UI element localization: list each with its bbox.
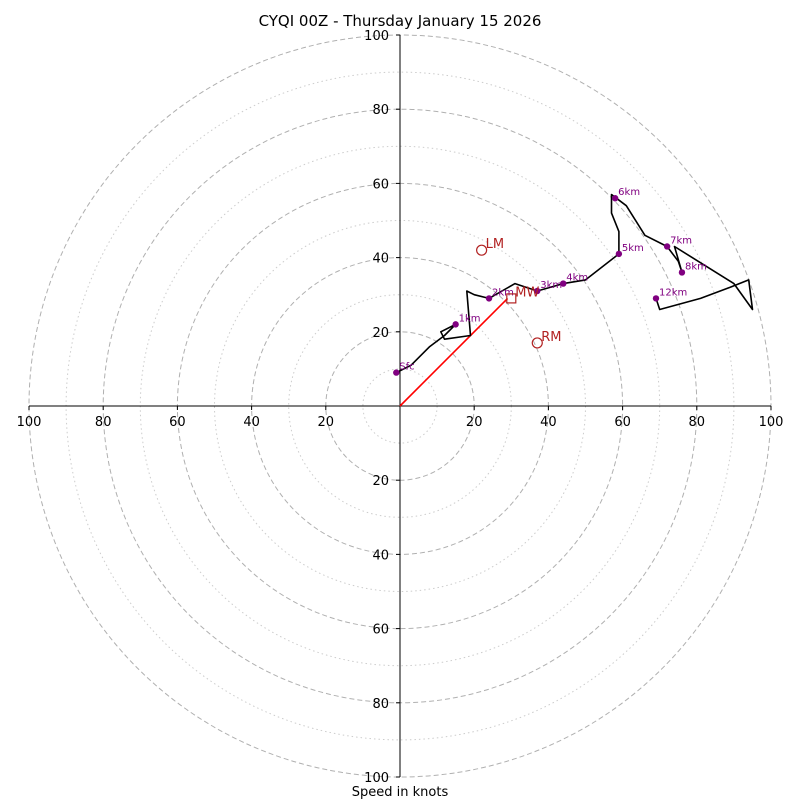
hodograph-trace (395, 193, 754, 374)
height-marker-label: 6km (618, 187, 640, 198)
height-marker (663, 243, 671, 250)
height-marker (652, 295, 660, 302)
x-tick-label: 80 (95, 415, 112, 430)
x-tick-label: 40 (540, 415, 557, 430)
y-tick-label: 20 (372, 474, 389, 489)
shear-vector-group (399, 297, 509, 407)
storm-motion-marker (506, 293, 517, 304)
height-marker-label: 2km (492, 287, 514, 298)
height-marker (611, 195, 619, 202)
y-tick-label: 100 (364, 29, 389, 44)
x-tick-label: 80 (689, 415, 706, 430)
height-marker (615, 250, 623, 258)
y-tick-label: 20 (372, 326, 389, 341)
height-marker-label: 1km (459, 313, 481, 324)
x-tick-label: 60 (169, 415, 186, 430)
y-tick-label: 40 (372, 252, 389, 267)
storm-motion-marker (476, 244, 488, 256)
y-tick-label: 100 (364, 771, 389, 786)
height-marker (560, 280, 567, 287)
y-tick-label: 40 (372, 548, 389, 563)
x-axis-label: Speed in knots (352, 785, 449, 800)
shear-vector (399, 297, 509, 407)
storm-motion-label: RM (541, 330, 561, 345)
x-tick-label: 100 (17, 415, 42, 430)
height-marker-label: 4km (566, 273, 588, 284)
y-tick-label: 60 (372, 623, 389, 638)
height-markers: Sfc 1km 2km 3km 4km 5km 6km 7km 8km 12km (393, 187, 707, 376)
height-marker (534, 287, 541, 295)
height-marker-label: Sfc (399, 362, 414, 373)
x-tick-label: 20 (466, 415, 483, 430)
storm-motion-markers: LM RM MW (476, 237, 562, 349)
x-tick-label: 60 (614, 415, 631, 430)
storm-motion-marker (531, 337, 543, 349)
height-marker (452, 321, 459, 328)
storm-motion-label: MW (515, 285, 539, 300)
y-tick-label: 60 (372, 177, 389, 192)
height-marker (393, 369, 400, 376)
height-marker-label: 5km (622, 243, 644, 254)
tick-labels: 100 80 60 40 20 20 40 60 80 100 20 40 60 80 100 20 40 60 8… (17, 29, 784, 786)
height-marker (678, 269, 686, 276)
hodograph-trace-group (395, 193, 754, 374)
storm-motion-label: LM (486, 237, 504, 252)
chart-title: CYQI 00Z - Thursday January 15 2026 (259, 12, 542, 30)
x-tick-label: 20 (318, 415, 335, 430)
height-marker-label: 7km (670, 235, 692, 246)
y-tick-label: 80 (372, 103, 389, 118)
x-tick-label: 100 (759, 415, 784, 430)
height-marker (485, 295, 493, 302)
height-marker-label: 3km (540, 280, 562, 291)
y-tick-label: 80 (372, 697, 389, 712)
x-tick-label: 40 (243, 415, 260, 430)
height-marker-label: 8km (685, 261, 707, 272)
height-marker-label: 12km (659, 287, 687, 298)
